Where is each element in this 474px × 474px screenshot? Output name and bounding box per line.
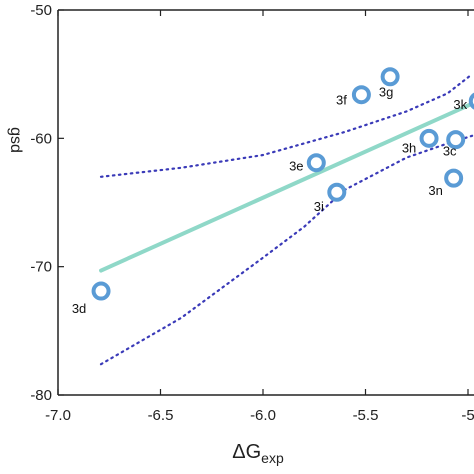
x-axis-label: ΔGexp — [232, 441, 284, 466]
point-label-3k: 3k — [453, 97, 467, 112]
x-tick-label: -6.5 — [148, 407, 174, 424]
data-point-3e — [306, 153, 326, 173]
data-point-3i — [327, 182, 347, 202]
fit-line — [99, 101, 474, 273]
x-tick-label: -5.5 — [353, 407, 379, 424]
regression-fit — [99, 101, 474, 273]
x-tick-label: -6.0 — [250, 407, 276, 424]
ci-upper-line — [99, 73, 474, 178]
confidence-band — [99, 73, 474, 366]
data-point-3f — [351, 85, 371, 105]
point-label-3n: 3n — [428, 183, 442, 198]
ci-lower-line — [99, 134, 474, 366]
point-label-3h: 3h — [402, 140, 416, 155]
point-label-3e: 3e — [289, 159, 303, 174]
point-label-3c: 3c — [443, 144, 457, 159]
y-tick-label: -60 — [30, 130, 52, 147]
point-label-3f: 3f — [336, 93, 347, 108]
x-axis-label-sub: exp — [261, 450, 284, 466]
y-tick-label: -80 — [30, 387, 52, 404]
data-point-3c — [446, 130, 466, 150]
data-point-3h — [419, 128, 439, 148]
data-point-3d — [91, 281, 111, 301]
axes: -7.0 -6.5 -6.0 -5.5 -5 -80 -70 -60 -50 — [30, 2, 474, 424]
y-tick-label: -50 — [30, 2, 52, 19]
point-label-3g: 3g — [379, 85, 393, 100]
y-axis-label: gsd — [7, 127, 24, 153]
x-axis-label-main: ΔG — [232, 441, 261, 463]
point-label-3i: 3i — [314, 199, 324, 214]
data-point-3n — [444, 168, 464, 188]
data-point-3g — [380, 67, 400, 87]
data-points: 3d 3e 3i 3f 3g 3h 3c 3n 3k — [72, 67, 474, 316]
data-point-3k — [468, 92, 474, 110]
y-tick-label: -70 — [30, 259, 52, 276]
x-tick-label: -7.0 — [45, 407, 71, 424]
x-tick-label: -5 — [461, 407, 474, 424]
point-label-3d: 3d — [72, 301, 86, 316]
